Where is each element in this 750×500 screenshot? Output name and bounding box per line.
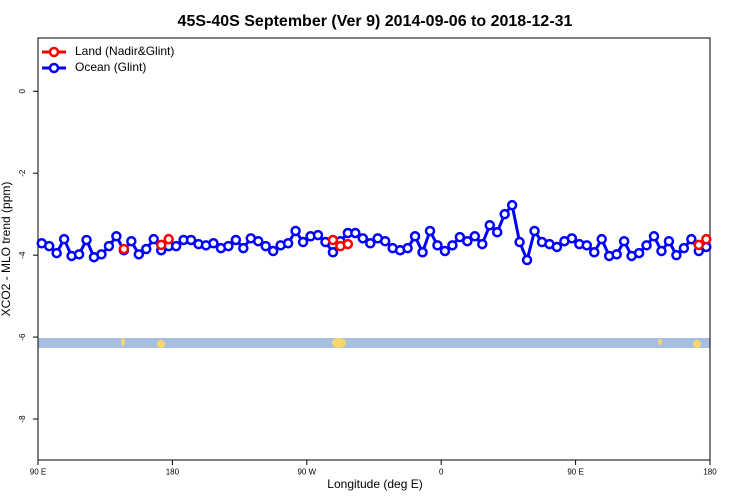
y-axis-label: XCO2 - MLO trend (ppm): [0, 182, 13, 317]
point: [701, 233, 712, 245]
point: [155, 239, 167, 251]
x-tick-label: 90 W: [297, 468, 316, 477]
point: [58, 233, 70, 245]
point: [596, 233, 607, 245]
point: [185, 234, 197, 246]
point: [96, 249, 107, 260]
point: [499, 208, 510, 220]
point: [618, 235, 630, 247]
point: [282, 238, 294, 249]
legend-marker: [48, 46, 60, 58]
point: [357, 233, 369, 244]
point: [424, 225, 436, 237]
point: [118, 243, 130, 255]
point: [589, 247, 600, 258]
point: [462, 235, 473, 247]
point: [454, 231, 466, 243]
point: [379, 235, 391, 247]
point: [223, 240, 234, 252]
point: [342, 238, 354, 250]
map-strip: [38, 338, 710, 348]
point: [477, 238, 488, 250]
point: [432, 240, 443, 251]
point: [208, 238, 219, 249]
point: [238, 242, 249, 254]
point: [297, 236, 309, 248]
point: [126, 235, 137, 247]
point: [581, 240, 593, 251]
point: [686, 233, 697, 245]
point: [267, 245, 279, 257]
x-tick-label: 90 E: [30, 468, 46, 477]
point: [439, 245, 451, 257]
legend-label: Ocean (Glint): [75, 60, 146, 74]
point: [514, 236, 525, 248]
y-tick-label: -6: [18, 333, 27, 341]
point: [551, 241, 563, 253]
chart-title: 45S-40S September (Ver 9) 2014-09-06 to …: [178, 13, 573, 30]
point: [611, 249, 622, 260]
point: [73, 249, 85, 260]
point: [648, 231, 660, 242]
point: [51, 247, 62, 259]
point: [43, 240, 55, 252]
point: [350, 227, 361, 239]
point: [81, 234, 92, 246]
point: [663, 235, 675, 247]
plot-frame: [37, 37, 711, 461]
point: [491, 226, 503, 238]
point: [170, 240, 182, 252]
point: [671, 249, 682, 261]
x-tick-label: 180: [703, 468, 717, 477]
point: [469, 231, 481, 242]
point: [447, 240, 458, 251]
point: [484, 219, 495, 231]
point: [141, 243, 152, 255]
x-tick-label: 0: [439, 468, 444, 477]
point: [133, 249, 145, 260]
point: [521, 254, 533, 266]
point: [253, 235, 264, 247]
point: [111, 231, 122, 242]
point: [103, 240, 115, 252]
legend-label: Land (Nadir&Glint): [75, 44, 174, 58]
point: [163, 233, 174, 245]
point: [641, 240, 652, 251]
y-tick-label: -8: [18, 415, 27, 423]
point: [327, 234, 339, 246]
x-tick-label: 180: [166, 468, 180, 477]
y-tick-label: -4: [18, 251, 27, 259]
point: [566, 233, 578, 244]
x-tick-label: 90 E: [567, 468, 583, 477]
y-tick-label: -2: [18, 169, 27, 177]
point: [506, 199, 518, 211]
point: [633, 247, 645, 259]
y-tick-label: 0: [18, 88, 27, 93]
legend-marker: [48, 62, 60, 74]
point: [529, 225, 540, 237]
point: [312, 229, 324, 241]
point: [290, 225, 301, 237]
x-axis-label: Longitude (deg E): [327, 477, 422, 491]
point: [656, 245, 667, 257]
point: [402, 242, 413, 254]
point: [365, 238, 376, 249]
point: [230, 234, 242, 246]
point: [260, 240, 271, 252]
point: [327, 247, 339, 258]
point: [148, 233, 159, 245]
point: [409, 231, 421, 242]
point: [693, 239, 705, 251]
point: [678, 242, 690, 254]
point: [417, 247, 428, 258]
